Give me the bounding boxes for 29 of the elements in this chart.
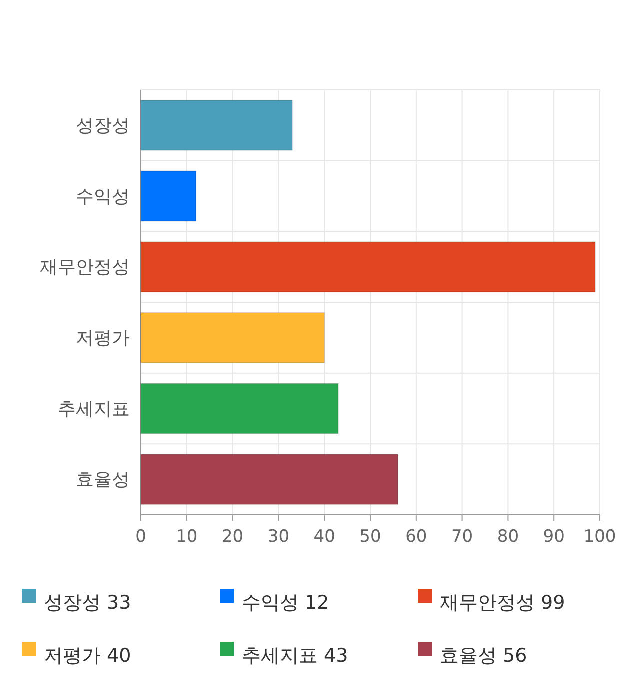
card-item: 추세지표 43 [220,642,348,667]
card-item: 성장성 33 [22,589,132,614]
y-tick-label: 재무안정성 [40,257,130,278]
x-tick-label: 100 [584,527,616,547]
x-tick-label: 80 [497,527,520,547]
y-tick-label: 추세지표 [58,398,130,420]
y-tick-label: 저평가 [76,328,130,349]
y-tick-label: 효율성 [76,470,130,491]
card-item: 저평가 40 [22,642,132,667]
y-tick-label: 수익성 [76,186,130,208]
bar [140,100,293,151]
bar [140,383,339,434]
x-tick-label: 30 [268,527,290,547]
card-item: 수익성 12 [220,589,330,614]
x-tick-label: 90 [543,527,565,547]
x-tick-label: 0 [136,527,146,547]
x-tick-label: 60 [406,527,428,547]
x-tick-label: 10 [176,527,198,547]
bar [140,170,197,222]
x-tick-label: 20 [222,527,244,547]
bar [140,312,326,364]
x-tick-label: 70 [451,527,474,547]
card-item: 재무안정성 99 [418,589,566,614]
x-tick-label: 40 [314,527,336,547]
x-tick-label: 50 [360,527,382,547]
card-item: 효율성 56 [418,642,528,667]
bar [140,454,399,506]
y-tick-label: 성장성 [76,115,130,136]
bar [140,242,596,293]
